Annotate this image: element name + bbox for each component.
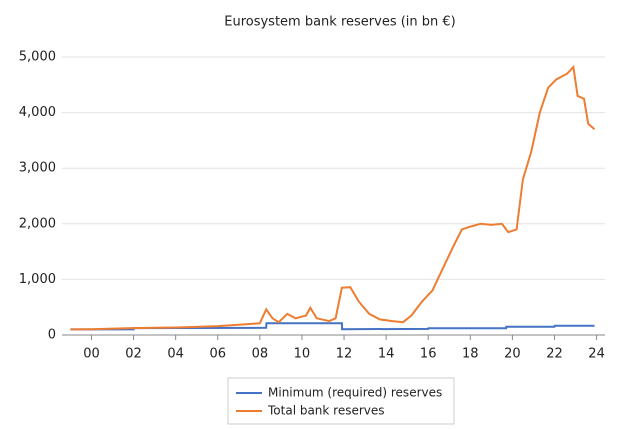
x-tick-label: 22 [546,347,563,362]
y-tick-label: 0 [48,328,56,343]
x-tick-label: 00 [83,347,100,362]
legend-label: Total bank reserves [267,404,385,418]
x-tick-label: 18 [462,347,479,362]
x-tick-label: 16 [420,347,437,362]
y-tick-label: 3,000 [19,161,56,176]
legend-label: Minimum (required) reserves [268,386,442,400]
x-tick-label: 12 [336,347,353,362]
x-tick-label: 24 [588,347,605,362]
legend-box [227,377,455,425]
y-tick-label: 1,000 [19,272,56,287]
x-tick-label: 14 [378,347,395,362]
x-tick-label: 02 [125,347,142,362]
x-tick-label: 06 [209,347,226,362]
x-tick-label: 20 [504,347,521,362]
x-tick-label: 08 [252,347,269,362]
x-tick-label: 04 [167,347,184,362]
y-tick-label: 4,000 [19,105,56,120]
y-tick-label: 5,000 [19,50,56,65]
chart-title: Eurosystem bank reserves (in bn €) [224,15,456,30]
y-tick-label: 2,000 [19,216,56,231]
x-tick-label: 10 [294,347,311,362]
series-line [70,64,596,331]
